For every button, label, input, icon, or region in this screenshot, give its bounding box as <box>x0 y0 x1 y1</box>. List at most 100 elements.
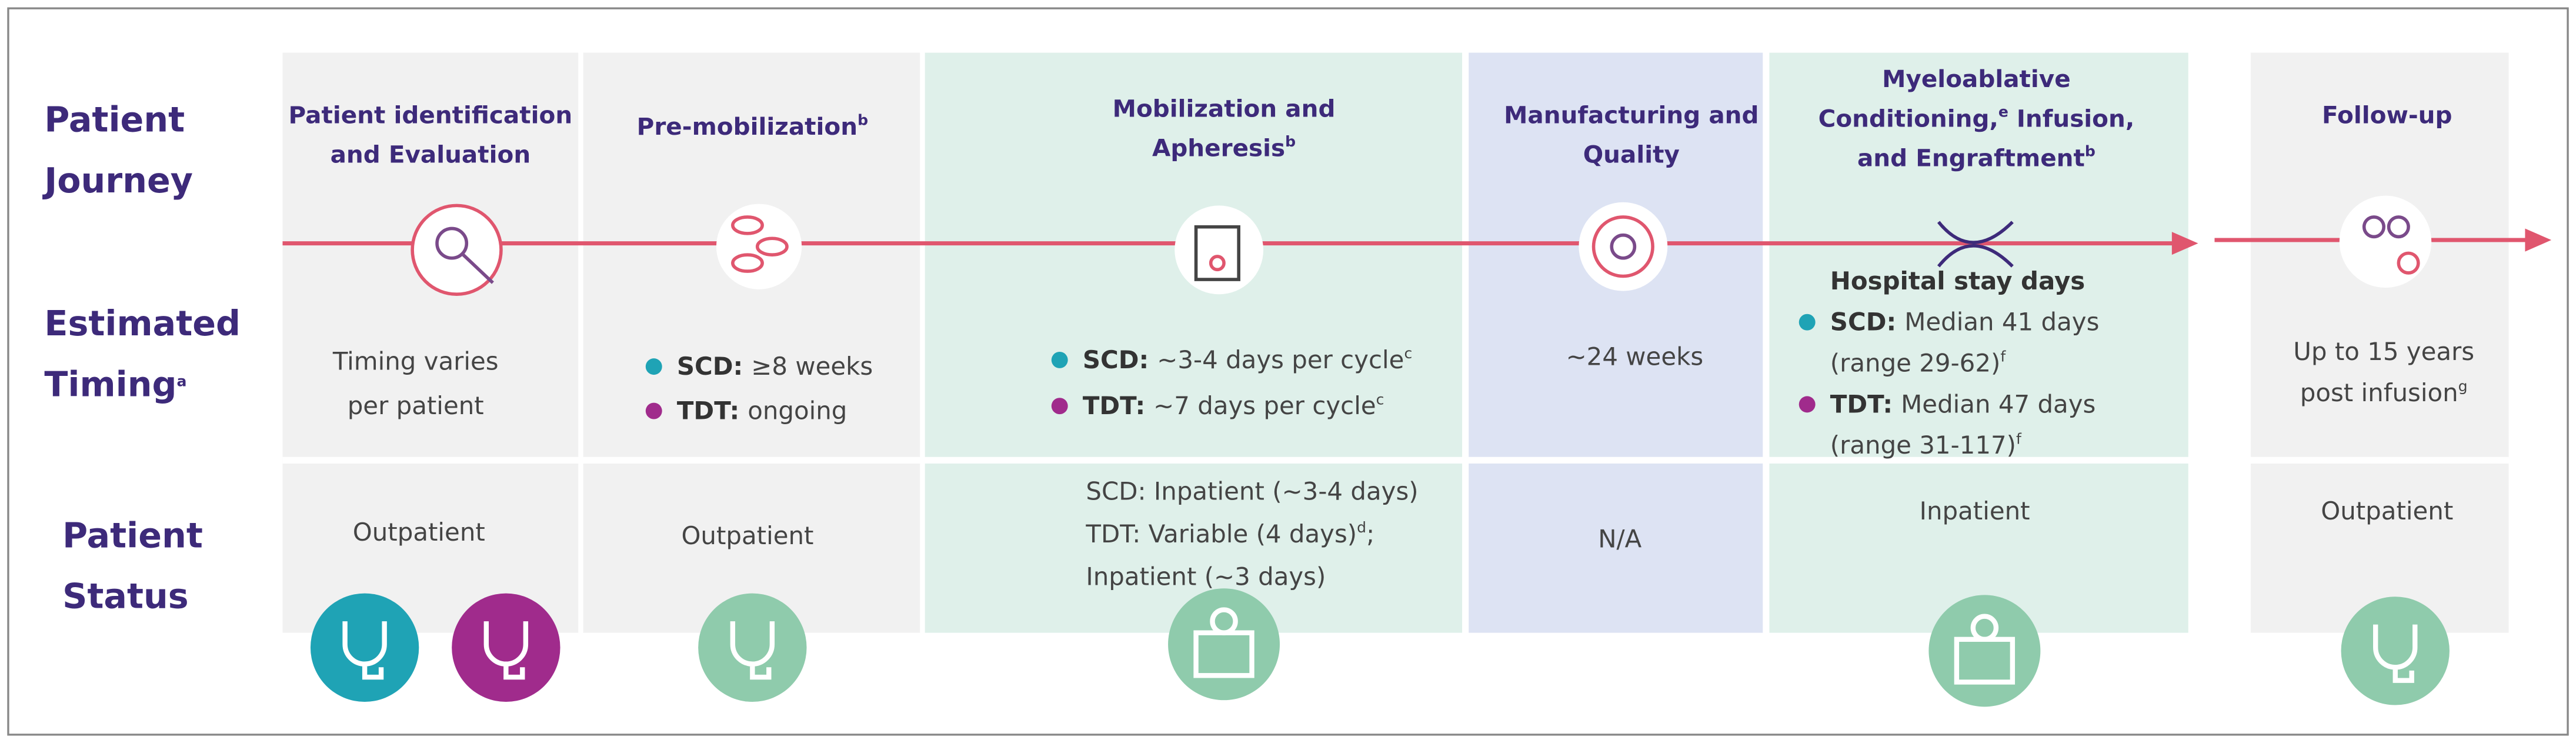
superscript: b <box>1285 133 1296 150</box>
text-segment: Timing <box>44 364 176 404</box>
text-segment: ongoing <box>748 397 847 425</box>
text-segment: Pre-mobilization <box>637 112 857 141</box>
text-line: TDT: Median 47 days <box>1830 389 2096 418</box>
text-segment: Inpatient <box>1920 497 2030 525</box>
text-line: (range 29-62)f <box>1830 348 2007 378</box>
text-line: and Engraftmentb <box>1857 143 2095 172</box>
text-line: Outpatient <box>2321 497 2453 525</box>
superscript: f <box>2016 430 2022 447</box>
text-segment: N/A <box>1598 524 1641 553</box>
text-segment: Inpatient (~3 days) <box>1086 562 1326 591</box>
text-line: Patient <box>44 100 185 140</box>
text-segment: Estimated <box>44 304 241 344</box>
text-line: Quality <box>1583 141 1680 169</box>
text-line: Myeloablative <box>1882 65 2071 93</box>
bullet <box>645 402 662 419</box>
superscript: a <box>177 373 187 390</box>
text-line: TDT: ongoing <box>677 397 847 425</box>
text-segment: (range 29-62) <box>1830 349 2001 378</box>
text-segment: Infusion, <box>2017 104 2134 132</box>
superscript: e <box>1998 104 2008 121</box>
text-segment: Median 47 days <box>1901 389 2095 418</box>
status-icons <box>310 588 2450 707</box>
text-line: Follow-up <box>2322 101 2452 129</box>
text-line: Status <box>62 577 189 617</box>
text-line: TDT: ~7 days per cyclec <box>1083 391 1384 420</box>
text-line: ~24 weeks <box>1566 342 1704 371</box>
text-segment: and Engraftment <box>1857 144 2085 172</box>
text-segment: SCD: <box>677 352 743 381</box>
text-segment: Follow-up <box>2322 101 2452 129</box>
text-segment: SCD: <box>1083 345 1149 374</box>
superscript: d <box>1357 519 1366 536</box>
text-segment: Patient identification <box>289 101 573 129</box>
text-segment: Outpatient <box>353 518 485 547</box>
text-line: Outpatient <box>681 521 813 550</box>
text-line: Conditioning,e Infusion, <box>1818 104 2135 133</box>
text-segment: ~24 weeks <box>1566 342 1704 371</box>
text-line: Inpatient (~3 days) <box>1086 562 1326 591</box>
text-line: and Evaluation <box>331 141 531 169</box>
text-segment: Conditioning, <box>1818 104 1998 132</box>
superscript: f <box>2000 348 2006 365</box>
text-segment: TDT: <box>1830 389 1893 418</box>
text-line: Estimated <box>44 304 241 344</box>
text-segment: Journey <box>42 161 193 201</box>
superscript: c <box>1404 345 1412 362</box>
text-segment: (range 31-117) <box>1830 431 2016 459</box>
text-segment: Hospital stay days <box>1830 266 2085 295</box>
text-segment: Apheresis <box>1152 134 1285 162</box>
superscript: b <box>2085 143 2095 160</box>
bullet <box>1051 351 1068 368</box>
text-line: TDT: Variable (4 days)d; <box>1085 519 1374 548</box>
text-segment: per patient <box>348 391 484 420</box>
text-line: Pre-mobilizationb <box>637 111 868 141</box>
bullet <box>645 358 662 375</box>
text-line: (range 31-117)f <box>1830 430 2022 459</box>
text-segment: and Evaluation <box>331 141 531 169</box>
superscript: c <box>1376 391 1384 408</box>
text-line: SCD: ~3-4 days per cyclec <box>1083 345 1412 374</box>
text-line: Manufacturing and <box>1504 101 1759 129</box>
text-segment: SCD: <box>1830 308 1896 336</box>
text-line: Timinga <box>44 364 186 404</box>
text-segment: Mobilization and <box>1113 95 1336 123</box>
text-segment: Quality <box>1583 141 1680 169</box>
text-segment: Up to 15 years <box>2293 337 2474 366</box>
bullet <box>1051 398 1068 415</box>
text-line: Inpatient <box>1920 497 2030 525</box>
column-backgrounds <box>282 52 2517 633</box>
text-line: Up to 15 years <box>2293 337 2474 366</box>
journey-icons <box>411 195 2432 296</box>
text-line: Hospital stay days <box>1830 266 2085 295</box>
text-line: N/A <box>1598 524 1641 553</box>
text-segment: Manufacturing and <box>1504 101 1759 129</box>
superscript: g <box>2458 378 2468 395</box>
text-segment: ≥8 weeks <box>751 352 873 381</box>
text-line: Patient <box>62 515 203 555</box>
text-line: Journey <box>42 161 193 201</box>
text-segment: ~3-4 days per cycle <box>1157 345 1404 374</box>
text-line: post infusiong <box>2300 378 2468 407</box>
text-segment: Timing varies <box>332 347 499 376</box>
text-segment: Myeloablative <box>1882 65 2071 93</box>
text-line: SCD: ≥8 weeks <box>677 352 873 381</box>
text-segment: Outpatient <box>2321 497 2453 525</box>
text-line: Outpatient <box>353 518 485 547</box>
text-segment: ~7 days per cycle <box>1153 391 1376 420</box>
text-segment: Median 41 days <box>1904 308 2099 336</box>
text-segment: SCD: Inpatient (~3-4 days) <box>1086 477 1418 505</box>
text-segment: TDT: <box>677 397 739 425</box>
text-line: Mobilization and <box>1113 95 1336 123</box>
superscript: b <box>857 111 868 128</box>
text-segment: Patient <box>44 100 185 140</box>
text-segment: TDT: <box>1083 391 1145 420</box>
text-segment: TDT: Variable (4 days) <box>1085 519 1357 548</box>
text-line: per patient <box>348 391 484 420</box>
text-line: Patient identification <box>289 101 573 129</box>
text-line: Timing varies <box>332 347 499 376</box>
text-line: SCD: Median 41 days <box>1830 308 2100 336</box>
text-segment: Patient <box>62 515 203 555</box>
